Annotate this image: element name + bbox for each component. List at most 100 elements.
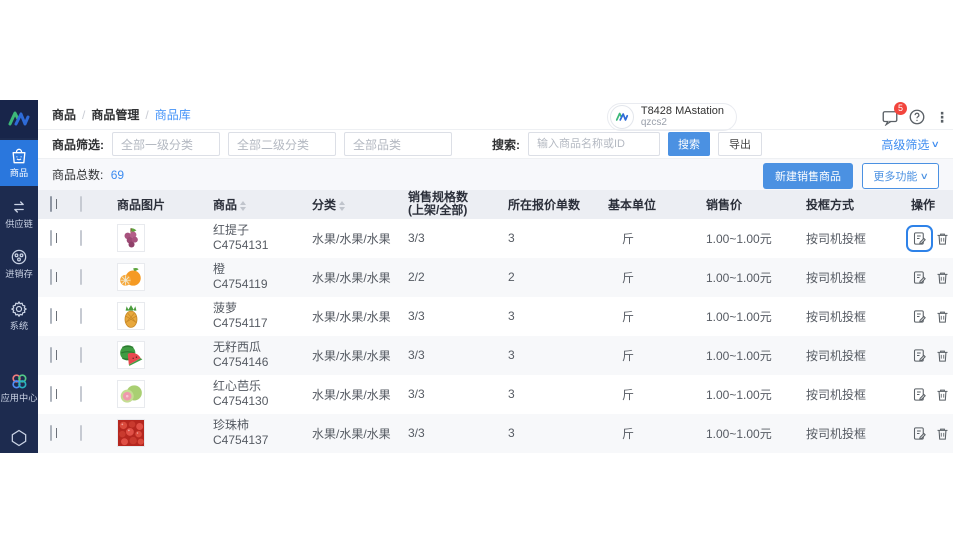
- product-price: 1.00~1.00元: [706, 270, 772, 285]
- expand-row-button[interactable]: [50, 269, 52, 286]
- trash-icon: [937, 233, 948, 245]
- expand-row-button[interactable]: [50, 386, 52, 403]
- table-row: 珍珠柿 C4754137 水果/水果/水果 3/3 3 斤 1.00~1.00元…: [38, 413, 953, 453]
- expand-all-button[interactable]: [50, 196, 52, 213]
- sort-icon[interactable]: [339, 200, 346, 211]
- select-all-checkbox[interactable]: [80, 196, 82, 213]
- create-product-button[interactable]: 新建销售商品: [763, 163, 853, 190]
- header-name[interactable]: 商品: [213, 196, 312, 213]
- product-name[interactable]: 红心芭乐: [213, 379, 262, 394]
- search-input[interactable]: [528, 132, 660, 157]
- help-button[interactable]: [908, 108, 926, 126]
- sidebar-item-supply-chain[interactable]: 供应链: [0, 194, 38, 234]
- product-image[interactable]: [117, 419, 145, 448]
- edit-button[interactable]: [911, 347, 928, 364]
- toolbar: 商品总数: 69 新建销售商品 更多功能 ∨: [38, 159, 953, 190]
- sidebar-item-label: 商品: [9, 168, 29, 179]
- chevron-down-icon: ∨: [931, 138, 941, 149]
- product-unit: 斤: [622, 270, 635, 285]
- product-name[interactable]: 橙: [213, 262, 226, 277]
- category-level2-select[interactable]: 全部二级分类: [228, 132, 336, 157]
- logo-icon: [8, 111, 30, 126]
- user-account: qzcs2: [640, 117, 667, 128]
- edit-button[interactable]: [906, 224, 933, 252]
- edit-icon: [913, 349, 926, 362]
- messages-button[interactable]: 5: [881, 102, 907, 127]
- sidebar-item-more[interactable]: [0, 423, 38, 453]
- product-specs: 3/3: [408, 387, 425, 402]
- delete-button[interactable]: [934, 230, 951, 247]
- product-name[interactable]: 珍珠柿: [213, 418, 250, 433]
- help-icon: [909, 109, 925, 125]
- expand-row-button[interactable]: [50, 347, 52, 364]
- row-checkbox[interactable]: [80, 425, 82, 442]
- product-price: 1.00~1.00元: [706, 348, 772, 363]
- expand-row-button[interactable]: [50, 425, 52, 442]
- delete-button[interactable]: [934, 269, 951, 286]
- category-level1-select[interactable]: 全部一级分类: [112, 132, 220, 157]
- product-category: 水果/水果/水果: [312, 426, 391, 441]
- edit-icon: [913, 232, 926, 245]
- hexagon-icon: [9, 428, 29, 448]
- product-code: C4754130: [213, 394, 269, 409]
- edit-button[interactable]: [911, 386, 928, 403]
- more-menu-button[interactable]: ⋮: [935, 109, 949, 125]
- user-name: T8428 MAstation: [640, 105, 724, 117]
- header-unit: 基本单位: [608, 197, 657, 212]
- table-row: 红提子 C4754131 水果/水果/水果 3/3 3 斤 1.00~1.00元…: [38, 218, 953, 258]
- expand-row-button[interactable]: [50, 230, 52, 247]
- product-quotes: 3: [508, 387, 515, 402]
- apps-icon: [9, 371, 29, 391]
- edit-button[interactable]: [911, 425, 928, 442]
- row-checkbox[interactable]: [80, 347, 82, 364]
- table-row: 无籽西瓜 C4754146 水果/水果/水果 3/3 3 斤 1.00~1.00…: [38, 335, 953, 375]
- edit-button[interactable]: [911, 308, 928, 325]
- sidebar-item-app-center[interactable]: 应用中心: [0, 367, 38, 409]
- product-image[interactable]: [117, 302, 145, 331]
- breadcrumb-level2[interactable]: 商品管理: [91, 108, 140, 123]
- product-code: C4754131: [213, 238, 269, 253]
- advanced-filter-link[interactable]: 高级筛选 ∨: [881, 136, 941, 153]
- edit-icon: [913, 310, 926, 323]
- message-icon: [882, 111, 898, 127]
- sort-icon[interactable]: [240, 200, 247, 211]
- product-name[interactable]: 红提子: [213, 223, 250, 238]
- more-functions-button[interactable]: 更多功能 ∨: [862, 163, 939, 190]
- export-button[interactable]: 导出: [718, 132, 762, 157]
- product-image[interactable]: [117, 380, 145, 409]
- delete-button[interactable]: [934, 386, 951, 403]
- product-image[interactable]: [117, 341, 145, 370]
- row-checkbox[interactable]: [80, 230, 82, 247]
- row-checkbox[interactable]: [80, 386, 82, 403]
- product-name[interactable]: 菠萝: [213, 301, 238, 316]
- sidebar-item-inventory[interactable]: 进销存: [0, 244, 38, 284]
- sidebar-item-label: 供应链: [5, 219, 33, 230]
- breadcrumb-level1[interactable]: 商品: [52, 108, 77, 123]
- delete-button[interactable]: [934, 425, 951, 442]
- row-checkbox[interactable]: [80, 308, 82, 325]
- trash-icon: [937, 311, 948, 323]
- category-type-select[interactable]: 全部品类: [344, 132, 452, 157]
- product-image[interactable]: [117, 224, 145, 253]
- total-value: 69: [110, 167, 125, 182]
- header-category[interactable]: 分类: [312, 196, 408, 213]
- header-basket: 投框方式: [806, 197, 855, 212]
- row-checkbox[interactable]: [80, 269, 82, 286]
- sidebar-item-products[interactable]: 商品: [0, 140, 43, 186]
- expand-row-button[interactable]: [50, 308, 52, 325]
- product-name[interactable]: 无籽西瓜: [213, 340, 262, 355]
- search-button[interactable]: 搜索: [668, 132, 710, 157]
- trash-icon: [937, 389, 948, 401]
- search-label: 搜索:: [492, 137, 520, 152]
- delete-button[interactable]: [934, 347, 951, 364]
- sidebar-item-system[interactable]: 系统: [0, 296, 38, 336]
- product-specs: 3/3: [408, 231, 425, 246]
- product-basket-mode: 按司机投框: [806, 387, 867, 402]
- user-menu[interactable]: T8428 MAstation qzcs2: [606, 103, 737, 131]
- chevron-down-icon: ∨: [920, 170, 930, 181]
- delete-button[interactable]: [934, 308, 951, 325]
- breadcrumb: 商品 / 商品管理 / 商品库: [52, 106, 191, 123]
- edit-button[interactable]: [911, 269, 928, 286]
- product-image[interactable]: [117, 263, 145, 292]
- header-specs: 销售规格数 (上架/全部): [408, 190, 469, 218]
